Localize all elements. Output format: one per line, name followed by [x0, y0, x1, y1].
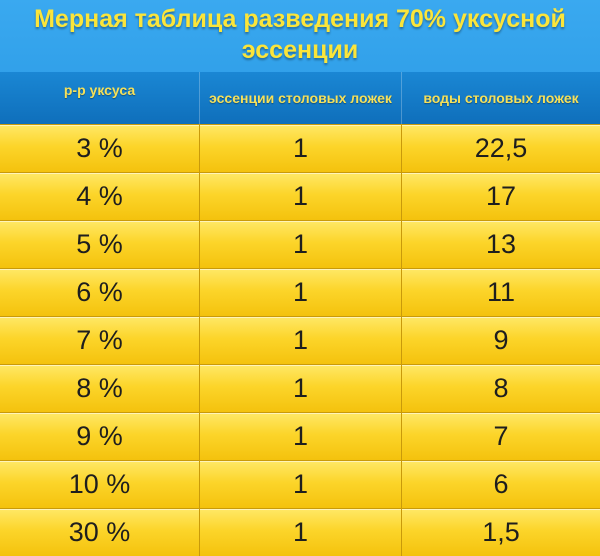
essence-cell: 1 — [200, 173, 402, 220]
page-title: Мерная таблица разведения 70% уксусной э… — [0, 0, 600, 70]
table-header: р-р уксуса эссенции столовых ложек воды … — [0, 72, 600, 124]
table-row: 30 % 1 1,5 — [0, 508, 600, 556]
water-cell: 13 — [485, 229, 517, 259]
table-body: 3 % 1 22,5 4 % 1 17 5 % 1 13 6 % 1 11 7 … — [0, 124, 600, 556]
solution-cell: 5 % — [0, 221, 200, 268]
table-row: 9 % 1 7 — [0, 412, 600, 460]
water-cell: 9 — [493, 325, 509, 355]
essence-cell: 1 — [200, 461, 402, 508]
water-cell: 6 — [493, 469, 509, 499]
water-cell: 8 — [493, 373, 509, 403]
table-row: 5 % 1 13 — [0, 220, 600, 268]
title-line-1: Мерная таблица разведения 70% уксусной — [34, 5, 566, 33]
column-header-water-spoons: воды столовых ложек — [423, 89, 579, 106]
table-row: 7 % 1 9 — [0, 316, 600, 364]
water-cell: 22,5 — [474, 133, 528, 163]
essence-cell: 1 — [200, 317, 402, 364]
title-line-2: эссенции — [241, 36, 359, 64]
essence-cell: 1 — [200, 365, 402, 412]
essence-cell: 1 — [200, 413, 402, 460]
table-row: 6 % 1 11 — [0, 268, 600, 316]
solution-cell: 4 % — [0, 173, 200, 220]
table-row: 4 % 1 17 — [0, 172, 600, 220]
water-cell: 1,5 — [482, 517, 520, 547]
solution-cell: 8 % — [0, 365, 200, 412]
solution-cell: 6 % — [0, 269, 200, 316]
water-cell: 17 — [485, 181, 517, 211]
table-row: 8 % 1 8 — [0, 364, 600, 412]
essence-cell: 1 — [200, 125, 402, 172]
solution-cell: 10 % — [0, 461, 200, 508]
water-cell: 11 — [486, 277, 516, 307]
table-row: 10 % 1 6 — [0, 460, 600, 508]
essence-cell: 1 — [200, 509, 402, 556]
water-cell: 7 — [493, 421, 509, 451]
solution-cell: 9 % — [0, 413, 200, 460]
solution-cell: 3 % — [0, 125, 200, 172]
column-header-essence-spoons: эссенции столовых ложек — [200, 72, 402, 124]
solution-cell: 30 % — [0, 509, 200, 556]
table-row: 3 % 1 22,5 — [0, 124, 600, 172]
solution-cell: 7 % — [0, 317, 200, 364]
essence-cell: 1 — [200, 221, 402, 268]
essence-cell: 1 — [200, 269, 402, 316]
column-header-solution: р-р уксуса — [0, 72, 200, 124]
